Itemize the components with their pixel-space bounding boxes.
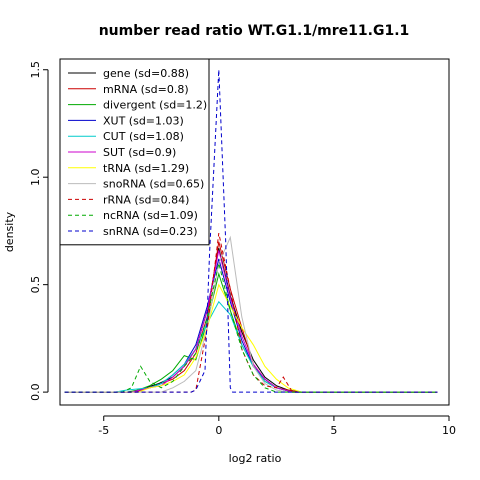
legend-label-snrna: snRNA (sd=0.23)	[103, 225, 198, 238]
series-line-cut	[64, 300, 438, 393]
legend-label-trna: tRNA (sd=1.29)	[103, 162, 189, 175]
series-line-snorna	[64, 235, 438, 393]
legend: gene (sd=0.88) mRNA (sd=0.8) divergent (sd…	[59, 58, 210, 246]
y-tick-label: 1.5	[29, 61, 42, 79]
y-tick-label: 0.5	[29, 276, 42, 294]
series-line-ncrna-dashed	[64, 263, 438, 393]
y-tick-label: 0.0	[29, 383, 42, 401]
legend-label-divergent: divergent (sd=1.2)	[103, 99, 207, 112]
legend-label-mrna: mRNA (sd=0.8)	[103, 83, 189, 96]
series-layer	[64, 69, 438, 393]
x-tick-label: 10	[442, 424, 456, 437]
series-line-gene	[64, 247, 438, 393]
legend-label-ncrna: ncRNA (sd=1.09)	[103, 209, 198, 222]
x-tick-label: 0	[215, 424, 222, 437]
chart-title: number read ratio WT.G1.1/mre11.G1.1	[99, 23, 410, 39]
legend-label-cut: CUT (sd=1.08)	[103, 130, 184, 143]
series-line-snrna-dashed	[64, 69, 438, 393]
legend-label-rrna: rRNA (sd=0.84)	[103, 193, 189, 206]
x-tick-label: -5	[98, 424, 109, 437]
y-axis-label: density	[3, 211, 16, 252]
axes-layer: -5 0 5 10 0.0 0.5 1.0 1.5	[29, 61, 456, 437]
x-tick-label: 5	[330, 424, 337, 437]
legend-label-snorna: snoRNA (sd=0.65)	[103, 178, 204, 191]
legend-label-gene: gene (sd=0.88)	[103, 67, 189, 80]
legend-label-xut: XUT (sd=1.03)	[103, 114, 184, 127]
x-axis-label: log2 ratio	[229, 452, 282, 465]
legend-label-sut: SUT (sd=0.9)	[103, 146, 176, 159]
y-tick-label: 1.0	[29, 168, 42, 186]
